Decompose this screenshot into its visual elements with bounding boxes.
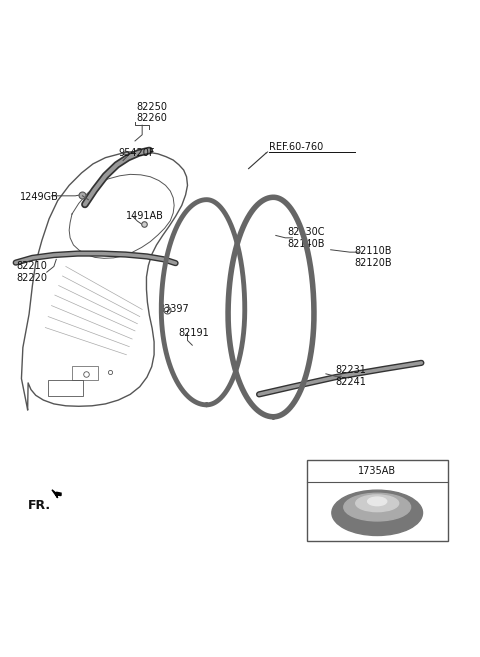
Text: 82191: 82191 (178, 328, 209, 338)
Text: 82210
82220: 82210 82220 (17, 261, 48, 283)
Bar (48, 380, 83, 396)
Polygon shape (52, 490, 61, 498)
Bar (72, 366, 98, 380)
Text: REF.60-760: REF.60-760 (269, 142, 323, 152)
Text: 1735AB: 1735AB (358, 466, 396, 476)
Ellipse shape (344, 493, 410, 521)
Ellipse shape (332, 490, 422, 535)
Ellipse shape (368, 497, 387, 506)
Text: 1491AB: 1491AB (125, 212, 163, 221)
Text: 82130C
82140B: 82130C 82140B (288, 227, 325, 248)
Text: 95420F: 95420F (118, 148, 155, 158)
Text: FR.: FR. (28, 499, 51, 512)
Text: 82250
82260: 82250 82260 (136, 102, 167, 124)
Text: 83397: 83397 (159, 304, 190, 315)
Text: 1249GB: 1249GB (20, 193, 59, 202)
Text: 82110B
82120B: 82110B 82120B (355, 246, 392, 267)
Ellipse shape (356, 495, 399, 512)
Text: 82231
82241: 82231 82241 (336, 365, 366, 387)
Bar (307, 460, 447, 541)
